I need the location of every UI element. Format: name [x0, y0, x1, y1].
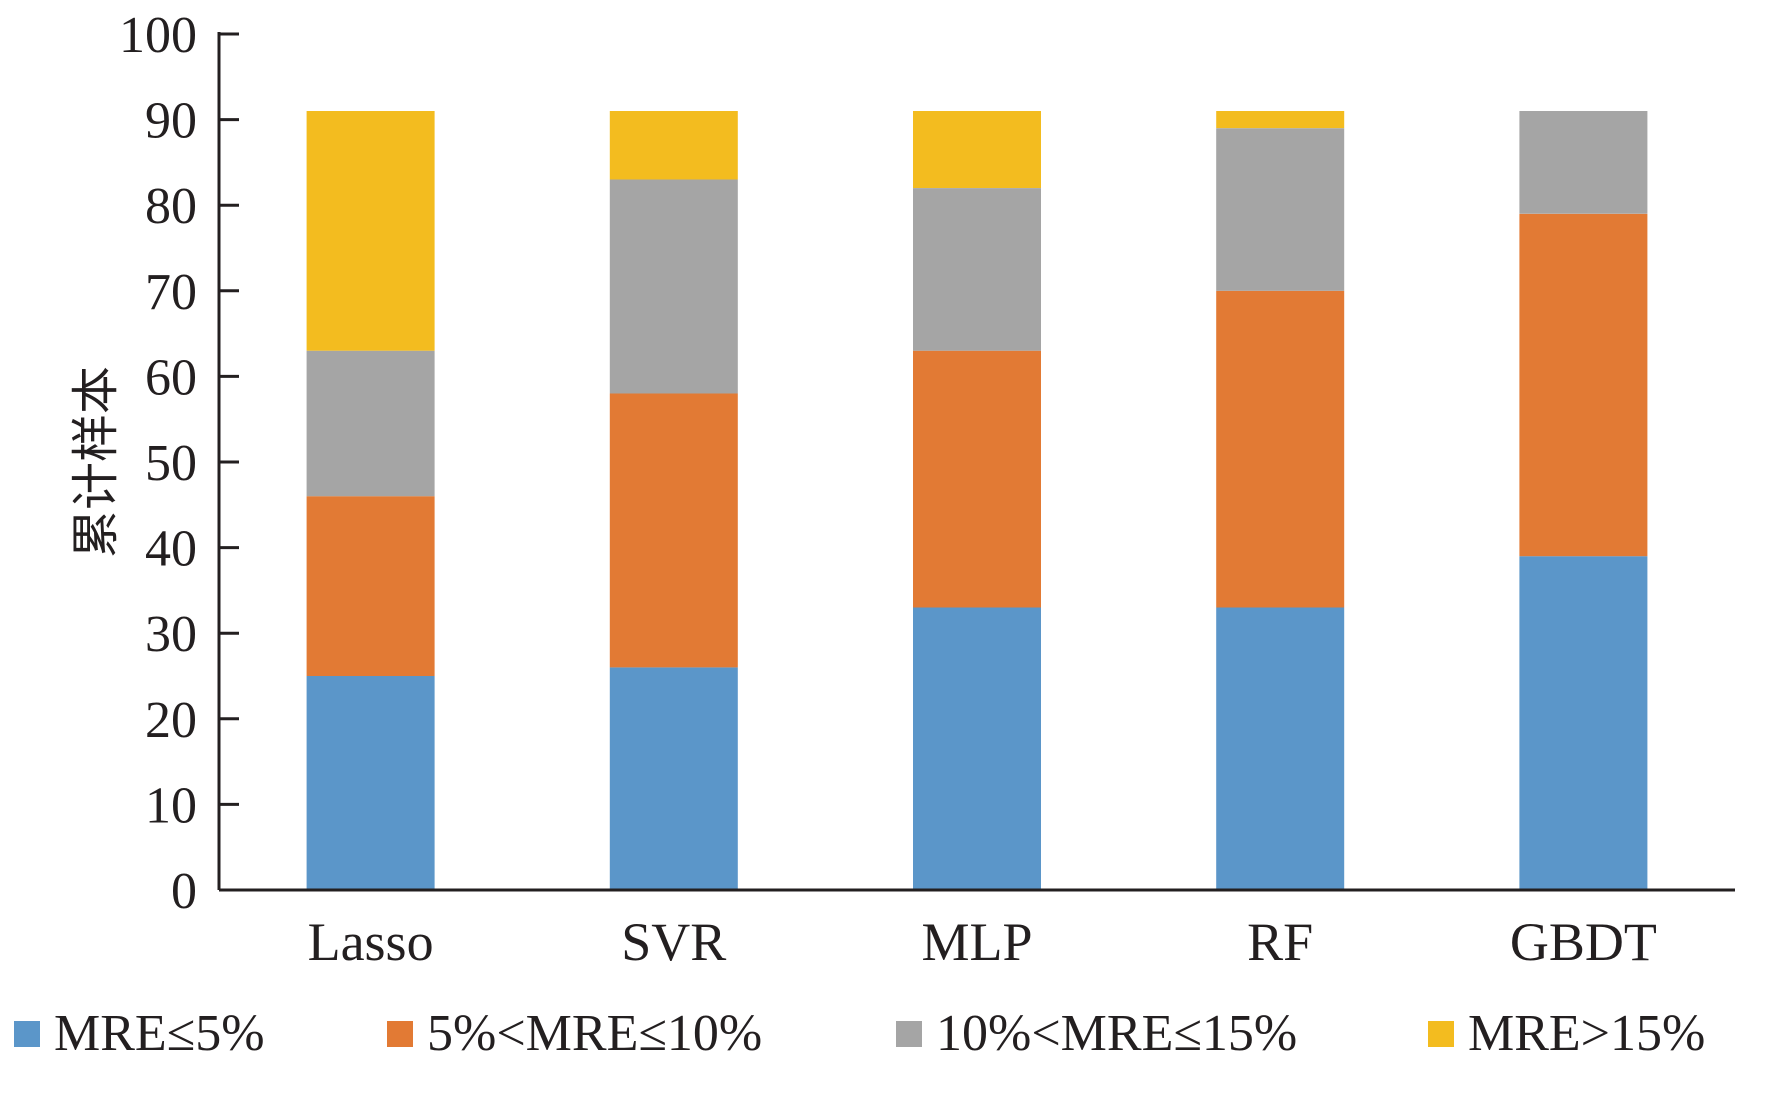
legend-item: MRE≤5%: [14, 1005, 265, 1062]
bar-segment: [306, 676, 435, 890]
bar-segment: [913, 188, 1041, 351]
y-tick-label: 80: [145, 178, 197, 235]
legend-label: 10%<MRE≤15%: [936, 1005, 1297, 1062]
y-tick-label: 10: [145, 777, 197, 834]
y-tick-label: 20: [145, 692, 197, 749]
bar-segment: [306, 496, 435, 676]
y-tick-label: 100: [119, 7, 197, 64]
legend-swatch: [1428, 1021, 1454, 1047]
y-axis-title: 累计样本: [68, 366, 124, 558]
bar-segment: [1519, 213, 1648, 557]
bar-segment: [913, 607, 1041, 890]
bar-segment: [1519, 111, 1648, 214]
legend-item: MRE>15%: [1428, 1005, 1705, 1062]
y-tick-label: 30: [145, 606, 197, 663]
y-tick-label: 40: [145, 521, 197, 578]
y-tick-label: 50: [145, 435, 197, 492]
x-tick-label: RF: [1247, 912, 1313, 972]
bar-segment: [1216, 111, 1345, 129]
x-tick-label: GBDT: [1510, 912, 1657, 972]
bar-segment: [1216, 290, 1345, 608]
bars-layer: [306, 111, 1648, 890]
bar-segment: [913, 350, 1041, 608]
legend-item: 5%<MRE≤10%: [387, 1005, 762, 1062]
legend-label: MRE≤5%: [54, 1005, 265, 1062]
x-tick-label: SVR: [621, 912, 726, 972]
bar-segment: [1519, 556, 1648, 890]
bar-segment: [913, 111, 1041, 188]
bar-segment: [609, 111, 738, 180]
y-tick-label: 70: [145, 264, 197, 321]
legend-label: MRE>15%: [1468, 1005, 1705, 1062]
bar-segment: [1216, 128, 1345, 291]
bar-segment: [1216, 607, 1345, 890]
legend-swatch: [14, 1021, 40, 1047]
legend-label: 5%<MRE≤10%: [427, 1005, 762, 1062]
legend-swatch: [387, 1021, 413, 1047]
x-tick-label: Lasso: [308, 912, 434, 972]
y-tick-label: 60: [145, 349, 197, 406]
legend-swatch: [896, 1021, 922, 1047]
bar-segment: [609, 179, 738, 394]
y-tick-label: 90: [145, 93, 197, 150]
legend: MRE≤5% 5%<MRE≤10% 10%<MRE≤15% MRE>15%: [14, 1005, 1705, 1062]
bar-segment: [609, 393, 738, 668]
bar-segment: [609, 667, 738, 890]
bar-segment: [306, 111, 435, 351]
bar-segment: [306, 350, 435, 497]
axes-layer: [217, 32, 1735, 892]
legend-item: 10%<MRE≤15%: [896, 1005, 1297, 1062]
labels-layer: Lasso SVR MLP RF GBDT 0 10 20 30 40 50 60 70 80 90 100 累…: [68, 7, 1657, 972]
x-tick-label: MLP: [921, 912, 1032, 972]
y-tick-label: 0: [171, 863, 197, 920]
